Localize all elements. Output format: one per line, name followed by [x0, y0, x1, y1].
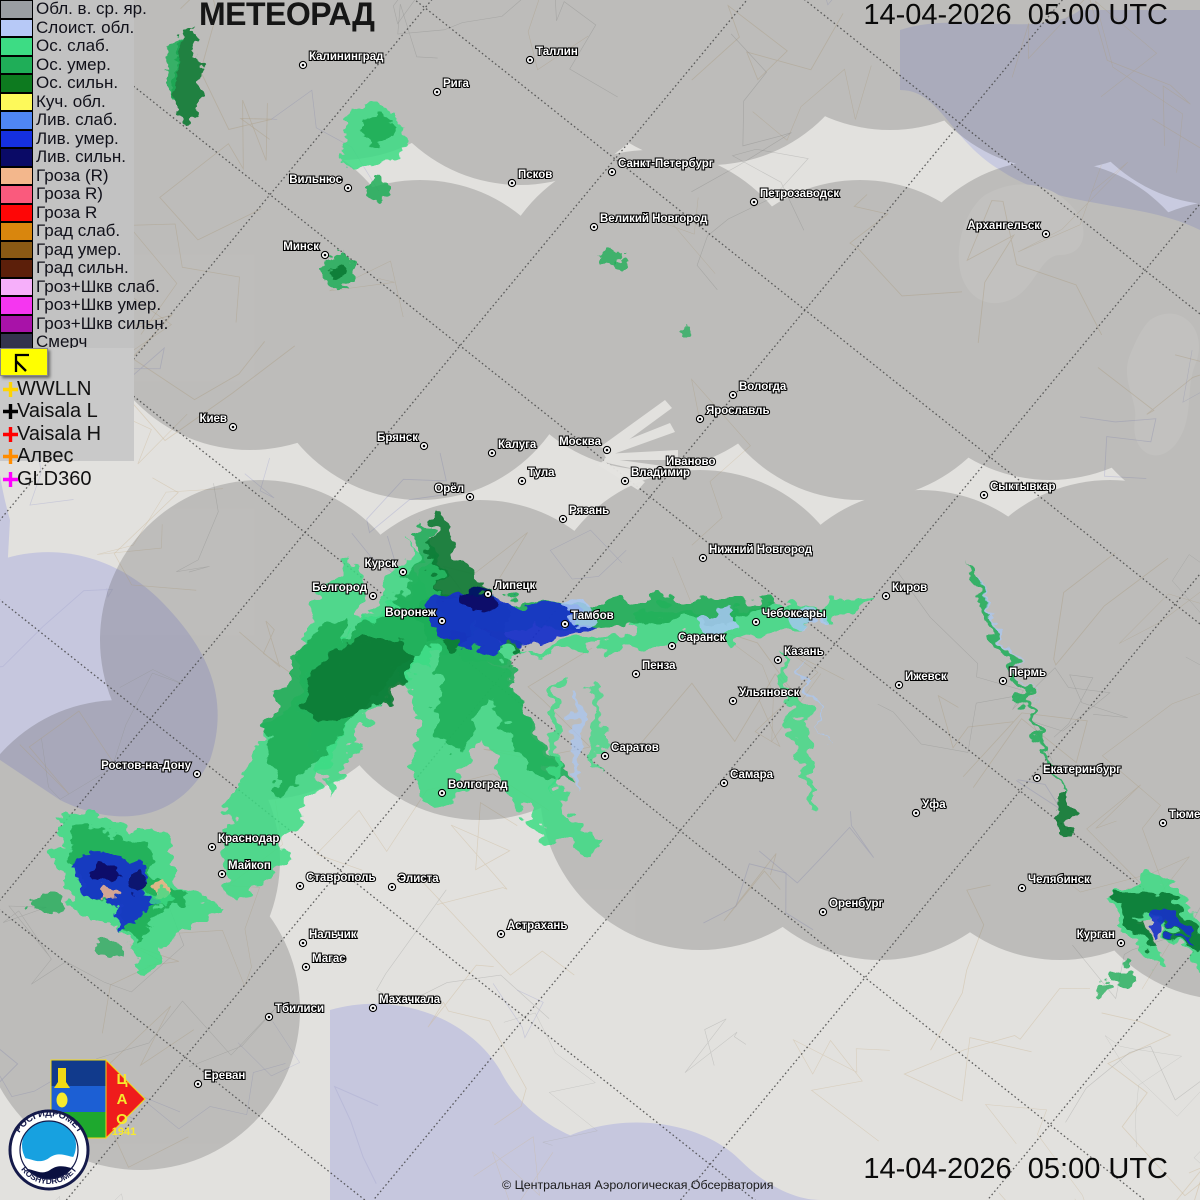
svg-text:А: А	[117, 1091, 128, 1108]
svg-text:1941: 1941	[112, 1126, 136, 1138]
svg-text:Ц: Ц	[117, 1071, 128, 1088]
